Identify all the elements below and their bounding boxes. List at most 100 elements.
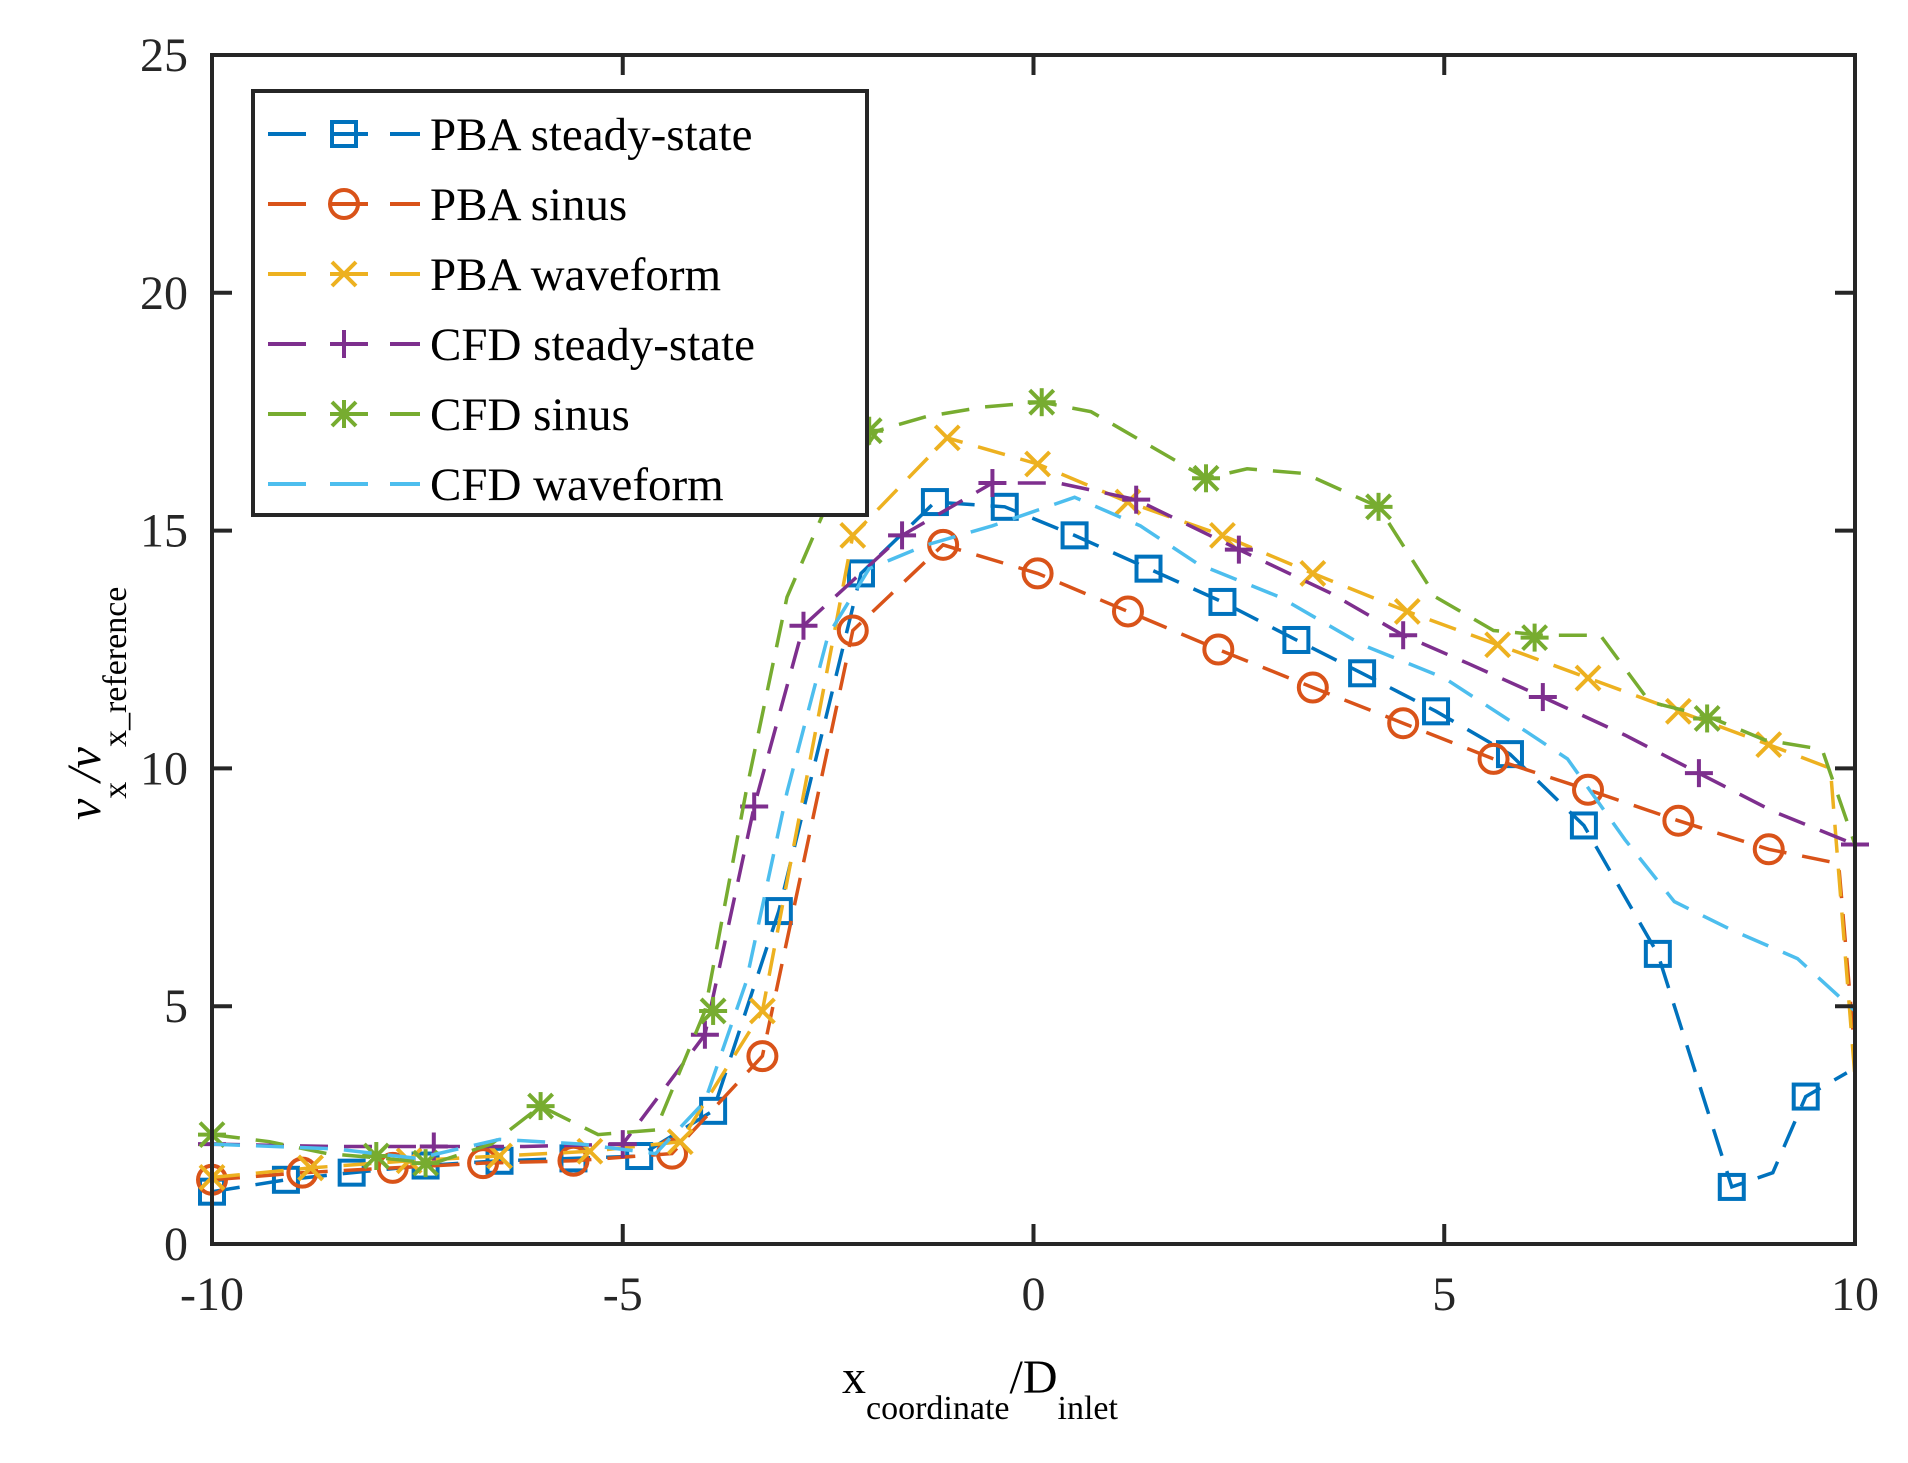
data-point bbox=[1296, 671, 1329, 704]
legend-label: CFD steady-state bbox=[430, 319, 755, 371]
y-tick-label: 5 bbox=[164, 980, 188, 1033]
y-tick-label: 20 bbox=[140, 267, 188, 320]
x-tick-label: -5 bbox=[603, 1268, 643, 1321]
legend-marker bbox=[330, 260, 358, 288]
series-pba-sinus bbox=[196, 528, 1857, 1196]
data-point bbox=[888, 521, 917, 550]
data-point bbox=[1684, 759, 1713, 788]
series-line bbox=[211, 500, 1848, 1194]
series-line bbox=[211, 495, 1857, 1161]
legend-item: PBA sinus bbox=[268, 179, 627, 231]
x-tick-label: -10 bbox=[180, 1268, 244, 1321]
data-point bbox=[297, 1154, 324, 1182]
data-point bbox=[1299, 559, 1327, 587]
data-point bbox=[1528, 683, 1557, 712]
legend-label: PBA waveform bbox=[430, 249, 721, 301]
x-tick-label: 0 bbox=[1022, 1268, 1046, 1321]
data-point bbox=[1192, 464, 1221, 493]
x-tick-label: 5 bbox=[1432, 1268, 1456, 1321]
data-point bbox=[1752, 833, 1785, 866]
legend-marker bbox=[330, 400, 358, 428]
data-point bbox=[1693, 704, 1722, 733]
data-point bbox=[690, 1020, 719, 1049]
data-point bbox=[1111, 595, 1144, 628]
data-point bbox=[839, 521, 867, 549]
legend-item: CFD waveform bbox=[268, 459, 724, 511]
series-cfd-sinus bbox=[198, 388, 1857, 1178]
data-point bbox=[1755, 731, 1783, 759]
x-axis-title-sep: /D bbox=[1010, 1351, 1058, 1404]
series-line bbox=[211, 542, 1857, 1182]
data-point bbox=[1393, 598, 1421, 625]
data-point bbox=[1791, 1082, 1820, 1111]
x-axis-title-sub: coordinate bbox=[866, 1390, 1010, 1427]
data-point bbox=[1477, 742, 1510, 775]
data-point bbox=[1024, 450, 1052, 478]
series-line bbox=[211, 481, 1856, 1149]
data-point bbox=[1572, 773, 1605, 806]
data-point bbox=[1422, 697, 1451, 726]
data-point bbox=[1717, 1172, 1746, 1201]
data-point bbox=[746, 1040, 779, 1073]
data-point bbox=[1060, 521, 1089, 550]
data-point bbox=[1224, 535, 1253, 564]
data-point bbox=[990, 492, 1019, 521]
data-point bbox=[1643, 939, 1672, 968]
y-tick-label: 10 bbox=[140, 742, 188, 795]
data-point bbox=[1520, 623, 1549, 652]
data-point bbox=[1202, 633, 1235, 666]
data-point bbox=[1122, 485, 1151, 514]
series-pba-steady-state bbox=[198, 488, 1848, 1206]
svg-text:xcoordinate/Dinlet: xcoordinate/Dinlet bbox=[842, 1351, 1118, 1427]
y-tick-label: 0 bbox=[164, 1218, 188, 1271]
y-axis-title: vx/vx_reference bbox=[58, 587, 134, 820]
y-axis-title-main: v bbox=[58, 798, 111, 820]
data-point bbox=[846, 559, 875, 588]
x-axis-title: xcoordinate/Dinlet bbox=[842, 1351, 1118, 1427]
data-point bbox=[337, 1158, 366, 1187]
data-point bbox=[699, 996, 728, 1025]
legend: PBA steady-state PBA sinus PBA waveform CFD… bbox=[251, 89, 869, 517]
legend-marker bbox=[330, 330, 358, 358]
data-point bbox=[467, 1147, 500, 1180]
data-point bbox=[836, 614, 869, 647]
legend-marker bbox=[328, 188, 360, 220]
legend-item: CFD sinus bbox=[268, 389, 630, 441]
legend-label: CFD waveform bbox=[430, 459, 724, 511]
data-point bbox=[1387, 707, 1420, 740]
data-point bbox=[1495, 740, 1524, 769]
data-point bbox=[608, 1130, 637, 1159]
y-axis-title-sub2: x_reference bbox=[97, 587, 134, 747]
x-axis-title-main: x bbox=[842, 1351, 866, 1404]
data-point bbox=[656, 1137, 689, 1170]
legend-marker bbox=[330, 120, 358, 148]
data-point bbox=[1021, 557, 1054, 590]
data-point bbox=[1389, 621, 1418, 650]
series-line bbox=[211, 400, 1857, 1165]
ticks: -10 -5 0 5 10 0 5 10 15 20 25 bbox=[140, 29, 1879, 1321]
data-point bbox=[1574, 664, 1602, 692]
x-axis-title-sub2: inlet bbox=[1058, 1390, 1119, 1427]
data-point bbox=[1662, 804, 1695, 837]
y-tick-label: 15 bbox=[140, 505, 188, 558]
series-cfd-waveform bbox=[211, 495, 1857, 1161]
y-tick-label: 25 bbox=[140, 29, 188, 82]
y-axis-title-sep: /v bbox=[58, 746, 111, 784]
series-pba-waveform bbox=[198, 424, 1857, 1191]
data-point bbox=[485, 1146, 514, 1175]
data-point bbox=[1364, 492, 1393, 521]
data-point bbox=[666, 1128, 694, 1156]
legend-label: CFD sinus bbox=[430, 389, 630, 441]
data-point bbox=[748, 997, 776, 1025]
data-point bbox=[1569, 811, 1598, 840]
data-point bbox=[1208, 587, 1237, 616]
data-point bbox=[526, 1092, 555, 1121]
legend-label: PBA steady-state bbox=[430, 109, 752, 161]
data-point bbox=[920, 488, 949, 517]
data-point bbox=[362, 1142, 391, 1171]
legend-item: PBA steady-state bbox=[268, 109, 752, 161]
data-point bbox=[1282, 625, 1311, 654]
legend-box bbox=[251, 89, 869, 517]
data-point bbox=[789, 611, 818, 640]
data-point bbox=[1484, 631, 1512, 659]
